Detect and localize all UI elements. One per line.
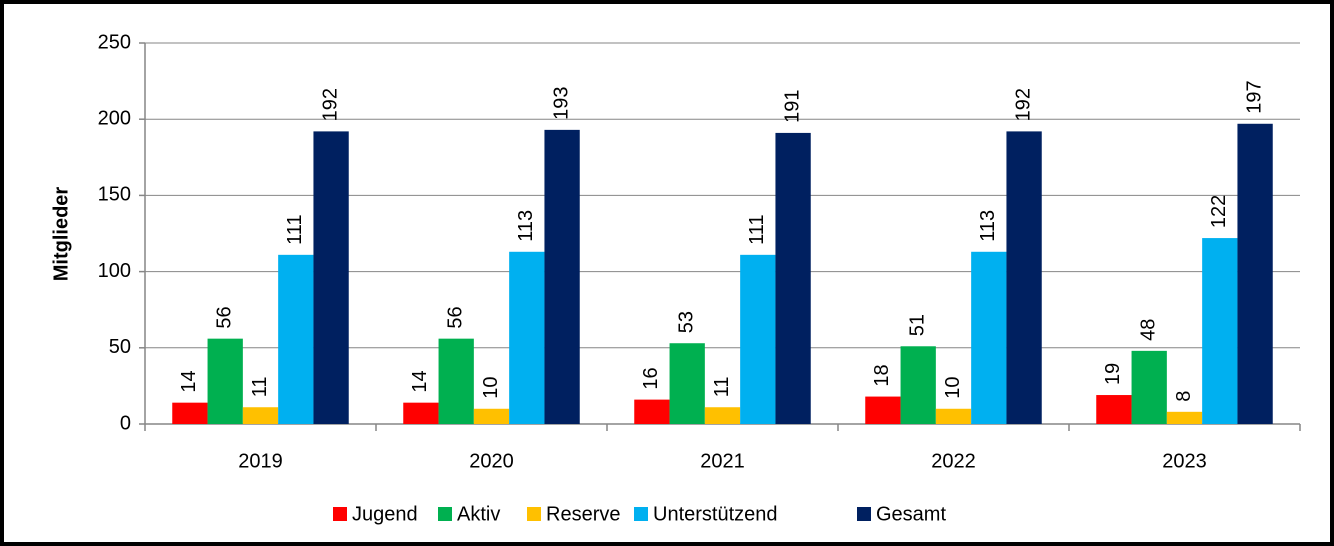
- bar: [313, 131, 349, 424]
- data-label: 53: [675, 311, 697, 333]
- bar: [509, 251, 545, 424]
- bar: [403, 402, 439, 424]
- x-tick-label: 2023: [1162, 450, 1207, 472]
- x-tick-label: 2019: [238, 450, 283, 472]
- x-tick-label: 2020: [469, 450, 514, 472]
- data-label: 18: [871, 364, 893, 386]
- data-label: 16: [640, 367, 662, 389]
- legend-label: Gesamt: [876, 503, 946, 525]
- bar: [935, 408, 972, 424]
- bar: [1096, 395, 1132, 424]
- y-tick-label: 100: [98, 260, 131, 282]
- bar: [1166, 411, 1203, 424]
- data-label: 10: [942, 377, 964, 399]
- x-tick-label: 2022: [931, 450, 976, 472]
- bar: [1131, 350, 1167, 424]
- data-label: 111: [284, 214, 306, 244]
- data-label: 11: [711, 376, 733, 397]
- data-label: 56: [444, 306, 466, 328]
- data-label: 14: [409, 370, 431, 392]
- data-label: 51: [906, 314, 928, 336]
- bar: [634, 399, 670, 424]
- legend-swatch: [333, 507, 347, 521]
- y-tick-label: 200: [98, 107, 131, 129]
- bar: [1237, 123, 1273, 424]
- legend-label: Reserve: [546, 503, 620, 525]
- data-label: 14: [178, 370, 200, 392]
- data-label: 56: [213, 306, 235, 328]
- data-label: 19: [1102, 363, 1124, 385]
- data-label: 122: [1208, 195, 1230, 228]
- bar: [1202, 238, 1238, 424]
- legend-swatch: [438, 507, 452, 521]
- legend-label: Jugend: [352, 503, 418, 525]
- bar: [1006, 131, 1042, 424]
- bar: [544, 129, 580, 425]
- y-tick-label: 50: [109, 336, 131, 358]
- legend-swatch: [634, 507, 648, 521]
- y-tick-label: 250: [98, 31, 131, 53]
- bar: [473, 408, 510, 424]
- legend-label: Aktiv: [457, 503, 500, 525]
- y-axis-title: Mitglieder: [50, 187, 72, 282]
- legend-label: Unterstützend: [653, 503, 778, 525]
- bar: [438, 338, 474, 424]
- x-tick-label: 2021: [700, 450, 745, 472]
- data-label: 191: [781, 90, 803, 123]
- bar: [900, 346, 936, 424]
- bar: [740, 254, 776, 424]
- bar: [775, 132, 811, 424]
- legend-swatch: [857, 507, 871, 521]
- data-label: 11: [249, 376, 271, 397]
- data-label: 48: [1137, 319, 1159, 341]
- bar: [865, 396, 901, 424]
- data-label: 197: [1243, 80, 1265, 113]
- data-label: 8: [1173, 391, 1195, 402]
- data-label: 113: [977, 210, 999, 242]
- legend-swatch: [527, 507, 541, 521]
- data-label: 113: [515, 210, 537, 242]
- bar: [971, 251, 1007, 424]
- y-tick-label: 0: [120, 412, 131, 434]
- bar: [172, 402, 208, 424]
- bar: [278, 254, 314, 424]
- data-label: 10: [480, 377, 502, 399]
- bar: [242, 407, 279, 424]
- data-label: 192: [319, 88, 341, 121]
- bar: [669, 343, 705, 424]
- bar: [207, 338, 243, 424]
- data-label: 111: [746, 214, 768, 244]
- data-label: 192: [1012, 88, 1034, 121]
- bar: [704, 407, 741, 424]
- data-label: 193: [550, 86, 572, 119]
- y-tick-label: 150: [98, 184, 131, 206]
